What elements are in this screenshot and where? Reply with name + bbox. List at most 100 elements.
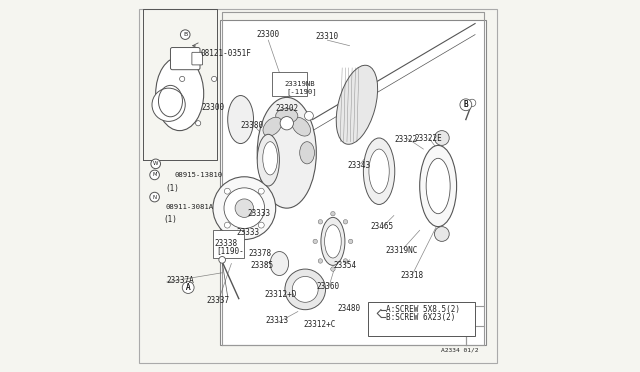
Circle shape	[460, 99, 472, 111]
Circle shape	[150, 192, 159, 202]
Text: 23313: 23313	[265, 316, 289, 325]
Text: 23318: 23318	[400, 271, 423, 280]
Text: 23465: 23465	[371, 222, 394, 231]
Circle shape	[151, 159, 161, 169]
Circle shape	[348, 239, 353, 244]
Ellipse shape	[219, 257, 225, 263]
Text: 23337: 23337	[207, 296, 230, 305]
Text: [1190-: [1190-	[216, 246, 244, 255]
Text: B: B	[463, 100, 468, 109]
Text: 23300: 23300	[257, 30, 280, 39]
Text: N: N	[152, 195, 157, 199]
Text: 23319NB: 23319NB	[285, 81, 316, 87]
Ellipse shape	[228, 96, 253, 144]
Circle shape	[180, 76, 185, 81]
Circle shape	[213, 177, 276, 240]
Text: 23312+D: 23312+D	[264, 291, 297, 299]
Ellipse shape	[156, 57, 204, 131]
Text: 23300: 23300	[201, 103, 224, 112]
Circle shape	[468, 99, 476, 107]
Circle shape	[313, 239, 317, 244]
Text: 08121-0351F: 08121-0351F	[200, 49, 251, 58]
Text: 08915-13810: 08915-13810	[174, 172, 222, 178]
Circle shape	[318, 219, 323, 224]
Text: A2334 01/2: A2334 01/2	[441, 348, 479, 353]
Text: 23333: 23333	[236, 228, 259, 237]
Text: 23337A: 23337A	[167, 276, 195, 285]
Text: B: B	[463, 100, 468, 109]
Circle shape	[343, 259, 348, 263]
Text: W: W	[153, 161, 159, 166]
Text: 23302: 23302	[275, 104, 298, 113]
Ellipse shape	[263, 142, 278, 175]
Text: A:SCREW 5X8.5(2): A:SCREW 5X8.5(2)	[387, 305, 460, 314]
Circle shape	[150, 170, 159, 180]
Ellipse shape	[364, 138, 395, 205]
Ellipse shape	[369, 149, 389, 193]
Ellipse shape	[292, 117, 310, 136]
Text: 23319NC: 23319NC	[386, 246, 418, 255]
Text: 23310: 23310	[316, 32, 339, 41]
Circle shape	[280, 116, 293, 130]
Circle shape	[235, 199, 253, 217]
Circle shape	[225, 222, 230, 228]
Text: (1): (1)	[166, 185, 180, 193]
Ellipse shape	[435, 131, 449, 145]
Ellipse shape	[321, 217, 345, 265]
FancyBboxPatch shape	[170, 48, 200, 70]
Text: A: A	[186, 283, 191, 292]
Text: 23322: 23322	[394, 135, 417, 144]
Text: 23480: 23480	[337, 304, 360, 313]
Text: [-1190]: [-1190]	[286, 89, 317, 95]
Circle shape	[152, 88, 185, 121]
Circle shape	[196, 121, 201, 126]
Circle shape	[305, 112, 314, 120]
Circle shape	[224, 188, 264, 228]
Circle shape	[225, 188, 230, 194]
Circle shape	[292, 276, 318, 302]
FancyBboxPatch shape	[272, 71, 307, 96]
Text: 23385: 23385	[251, 261, 274, 270]
Circle shape	[285, 269, 326, 310]
Ellipse shape	[324, 225, 341, 258]
Circle shape	[259, 188, 264, 194]
Text: 23354: 23354	[333, 261, 356, 270]
FancyBboxPatch shape	[192, 52, 203, 65]
Circle shape	[343, 219, 348, 224]
Ellipse shape	[420, 145, 456, 227]
Text: 23338: 23338	[215, 239, 238, 248]
Ellipse shape	[426, 158, 450, 214]
Circle shape	[212, 76, 217, 81]
Text: 23360: 23360	[317, 282, 340, 291]
Text: A: A	[186, 283, 191, 292]
Ellipse shape	[270, 251, 289, 276]
Text: 23378: 23378	[248, 249, 271, 258]
Text: 08911-3081A: 08911-3081A	[166, 204, 214, 210]
Text: B:SCREW 6X23(2): B:SCREW 6X23(2)	[387, 312, 456, 321]
FancyBboxPatch shape	[139, 9, 497, 363]
Ellipse shape	[336, 65, 378, 144]
Ellipse shape	[300, 142, 314, 164]
Ellipse shape	[257, 97, 316, 208]
Text: (1): (1)	[163, 215, 177, 224]
Ellipse shape	[435, 227, 449, 241]
FancyBboxPatch shape	[368, 302, 475, 336]
Text: M: M	[152, 173, 157, 177]
Text: 23380: 23380	[240, 121, 263, 129]
Text: B: B	[183, 32, 188, 37]
Circle shape	[331, 267, 335, 271]
Circle shape	[180, 30, 190, 39]
FancyBboxPatch shape	[213, 230, 244, 258]
FancyBboxPatch shape	[220, 20, 486, 345]
Text: 23322E: 23322E	[414, 134, 442, 143]
Ellipse shape	[257, 134, 280, 186]
Text: 23333: 23333	[247, 209, 270, 218]
Circle shape	[259, 222, 264, 228]
Circle shape	[331, 211, 335, 216]
Circle shape	[182, 282, 194, 294]
Ellipse shape	[276, 109, 298, 123]
Text: 23343: 23343	[348, 161, 371, 170]
Circle shape	[318, 259, 323, 263]
Ellipse shape	[263, 117, 282, 136]
Text: 23312+C: 23312+C	[303, 320, 335, 329]
